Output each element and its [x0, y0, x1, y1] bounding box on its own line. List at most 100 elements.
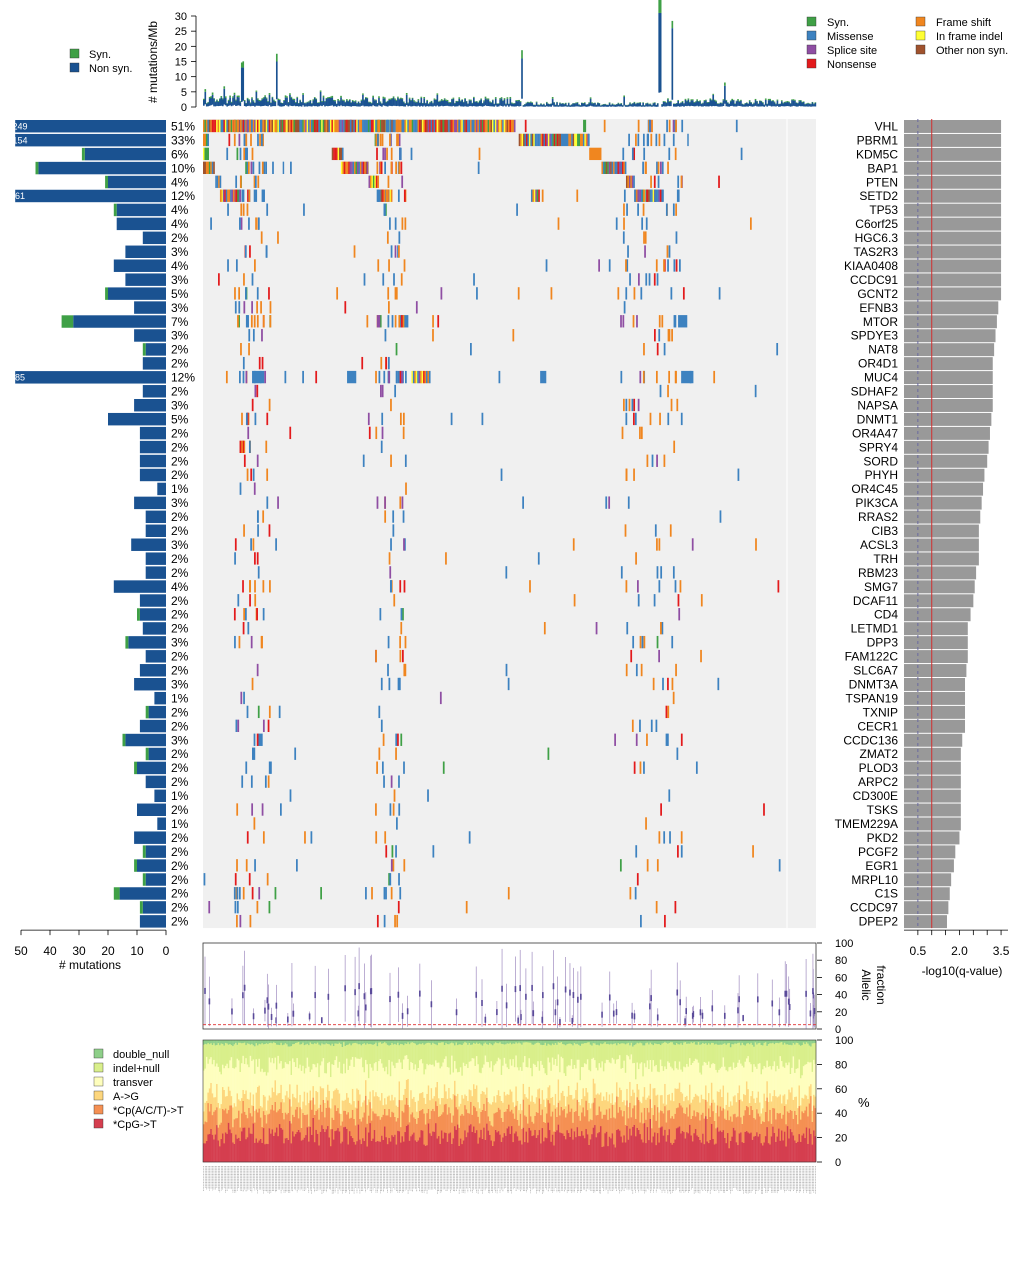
spectrum-bar-segment — [639, 1063, 642, 1102]
burden-bar-nonsyn — [724, 85, 726, 104]
burden-bar-nonsyn — [296, 97, 299, 107]
burden-bar-nonsyn — [362, 94, 364, 106]
spectrum-bar-segment — [718, 1131, 720, 1163]
mutation-cell — [376, 914, 379, 928]
spectrum-bar-segment — [493, 1141, 496, 1163]
burden-bar-nonsyn — [623, 96, 626, 106]
spectrum-bar-segment — [745, 1043, 748, 1059]
mutation-cell — [654, 524, 657, 537]
spectrum-bar-segment — [350, 1040, 353, 1046]
burden-bar-nonsyn — [232, 97, 234, 106]
spectrum-bar-segment — [226, 1040, 229, 1044]
spectrum-bar-segment — [370, 1044, 373, 1068]
spectrum-bar-segment — [778, 1040, 780, 1044]
spectrum-bar-segment — [427, 1042, 430, 1066]
qvalue-bar — [904, 803, 961, 817]
burden-bar-nonsyn — [224, 97, 227, 106]
mutation-cell — [355, 161, 358, 174]
mutation-cell — [341, 147, 344, 161]
burden-bar-syn — [802, 101, 805, 102]
spectrum-bar-segment — [788, 1089, 790, 1113]
mutation-cell — [391, 845, 394, 858]
spectrum-bar-segment — [490, 1140, 493, 1163]
spectrum-bar-segment — [439, 1104, 442, 1117]
mutation-cell — [630, 175, 632, 188]
mutation-cell — [417, 119, 420, 133]
burden-bar-nonsyn — [464, 98, 466, 107]
qvalue-bar — [904, 747, 961, 761]
spectrum-bar-segment — [401, 1110, 404, 1137]
spectrum-bar-segment — [407, 1078, 409, 1105]
burden-bar-syn — [394, 98, 396, 100]
spectrum-bar-segment — [617, 1128, 620, 1163]
spectrum-bar-segment — [332, 1040, 335, 1047]
burden-bar-nonsyn — [299, 100, 301, 107]
spectrum-bar-segment — [738, 1042, 741, 1060]
spectrum-bar-segment — [632, 1063, 634, 1090]
burden-bar-nonsyn — [461, 99, 463, 107]
burden-bar-nonsyn — [527, 102, 529, 107]
spectrum-bar-segment — [242, 1040, 245, 1044]
mutation-cell — [245, 161, 247, 174]
spectrum-bar-segment — [243, 1063, 246, 1095]
spectrum-bar-segment — [398, 1099, 401, 1132]
burden-bar-syn — [738, 100, 741, 102]
spectrum-bar-segment — [570, 1108, 573, 1129]
burden-bar-nonsyn — [302, 94, 304, 106]
mutation-cell — [572, 538, 575, 551]
spectrum-bar-segment — [645, 1040, 647, 1044]
mutation-cell — [437, 119, 440, 133]
spectrum-bar-segment — [664, 1083, 666, 1107]
mutation-cell — [372, 175, 375, 188]
spectrum-bar-segment — [559, 1072, 561, 1101]
mutation-cell — [252, 468, 255, 481]
burden-bar-nonsyn — [221, 99, 224, 107]
spectrum-bar-segment — [751, 1109, 754, 1140]
burden-bar-nonsyn — [703, 101, 706, 107]
burden-bar-syn — [658, 0, 661, 13]
spectrum-bar-segment — [683, 1066, 685, 1102]
spectrum-bar-segment — [389, 1040, 392, 1046]
spectrum-bar-segment — [451, 1122, 453, 1144]
spectrum-bar-segment — [424, 1145, 427, 1163]
burden-bar-nonsyn — [779, 103, 782, 107]
spectrum-bar-segment — [640, 1043, 643, 1063]
burden-bar-nonsyn — [516, 101, 519, 106]
spectrum-bar-segment — [715, 1069, 717, 1114]
burden-bar-syn — [321, 101, 323, 102]
mutation-cell — [387, 175, 390, 188]
mutation-cell — [371, 887, 373, 900]
mutation-cell — [543, 133, 546, 147]
mutation-cell — [634, 412, 637, 426]
gene-bar-syn — [142, 343, 146, 356]
spectrum-bar-segment — [564, 1075, 567, 1107]
spectrum-bar-segment — [350, 1135, 353, 1163]
spectrum-bar-segment — [325, 1107, 328, 1130]
spectrum-bar-segment — [306, 1040, 309, 1044]
spectrum-bar-segment — [732, 1044, 735, 1063]
burden-bar-syn — [500, 97, 503, 99]
burden-bar-nonsyn — [477, 103, 480, 107]
spectrum-bar-segment — [296, 1084, 299, 1107]
gene-percent-label: 2% — [171, 426, 189, 440]
mutation-cell — [253, 315, 256, 328]
burden-bar-nonsyn — [707, 102, 710, 107]
burden-bar-nonsyn — [397, 97, 399, 106]
mutation-cell — [627, 245, 629, 258]
burden-bar-nonsyn — [690, 100, 693, 106]
spectrum-bar-segment — [455, 1107, 458, 1130]
spectrum-bar-segment — [775, 1042, 777, 1072]
spectrum-bar-segment — [686, 1043, 688, 1064]
mutation-cell — [572, 133, 575, 147]
burden-bar-nonsyn — [429, 102, 431, 107]
gene-name-label: C1S — [875, 887, 898, 901]
spectrum-bar-segment — [340, 1113, 342, 1126]
af-frame — [202, 942, 817, 1030]
burden-bar-nonsyn — [586, 104, 589, 107]
mutation-cell — [754, 384, 757, 398]
burden-bar-nonsyn — [683, 103, 685, 107]
spectrum-bar-segment — [729, 1116, 732, 1141]
spectrum-bar-segment — [433, 1095, 436, 1112]
burden-bar-nonsyn — [402, 102, 405, 107]
spectrum-bar-segment — [735, 1117, 738, 1143]
